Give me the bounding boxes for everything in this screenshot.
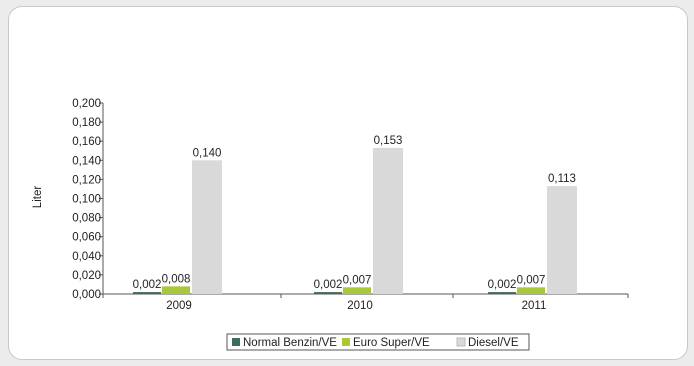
y-axis-label: Liter [32,186,44,209]
x-category-label: 2011 [522,300,547,312]
y-tick-label: 0,040 [72,251,101,263]
bars [133,147,577,294]
y-tick-label: 0,200 [72,98,101,110]
bar-euro-super-ve-2009 [162,286,190,294]
bar-normal-benzin-ve-2010 [314,292,342,294]
data-label: 0,002 [488,279,517,291]
legend: Normal Benzin/VE Euro Super/VE Diesel/VE [226,333,530,351]
legend-label: Normal Benzin/VE [243,337,337,349]
bar-euro-super-ve-2010 [343,287,371,294]
data-label: 0,007 [517,274,546,286]
axes: 0,000 0,020 0,040 0,060 0,080 0,100 0,120 0,140… [72,98,629,312]
y-tick-label: 0,080 [72,213,101,225]
x-category-label: 2009 [166,300,192,312]
legend-label: Diesel/VE [468,337,519,349]
bar-normal-benzin-ve-2009 [133,292,161,294]
x-category-label: 2010 [347,300,373,312]
data-label: 0,007 [343,274,372,286]
legend-box [226,333,530,351]
data-label: 0,140 [193,147,222,159]
y-tick-label: 0,120 [72,174,101,186]
legend-swatch [456,337,466,347]
y-tick-label: 0,060 [72,232,101,244]
bar-euro-super-ve-2011 [517,287,545,294]
bar-diesel-ve-2011 [547,186,577,294]
y-tick-label: 0,020 [72,270,101,282]
data-label: 0,002 [314,279,343,291]
legend-swatch [342,338,350,346]
y-tick-label: 0,000 [72,289,101,301]
bar-normal-benzin-ve-2011 [488,292,516,294]
y-tick-label: 0,160 [72,136,101,148]
y-tick-label: 0,140 [72,155,101,167]
bar-diesel-ve-2009 [192,160,222,294]
y-tick-label: 0,100 [72,194,101,206]
bar-diesel-ve-2010 [373,147,403,294]
data-label: 0,008 [162,273,191,285]
data-label: 0,153 [374,135,403,147]
legend-label: Euro Super/VE [353,337,430,349]
legend-swatch [232,338,240,346]
data-label: 0,113 [548,173,576,185]
chart-panel [8,6,688,360]
y-tick-label: 0,180 [72,117,101,129]
data-label: 0,002 [133,279,162,291]
